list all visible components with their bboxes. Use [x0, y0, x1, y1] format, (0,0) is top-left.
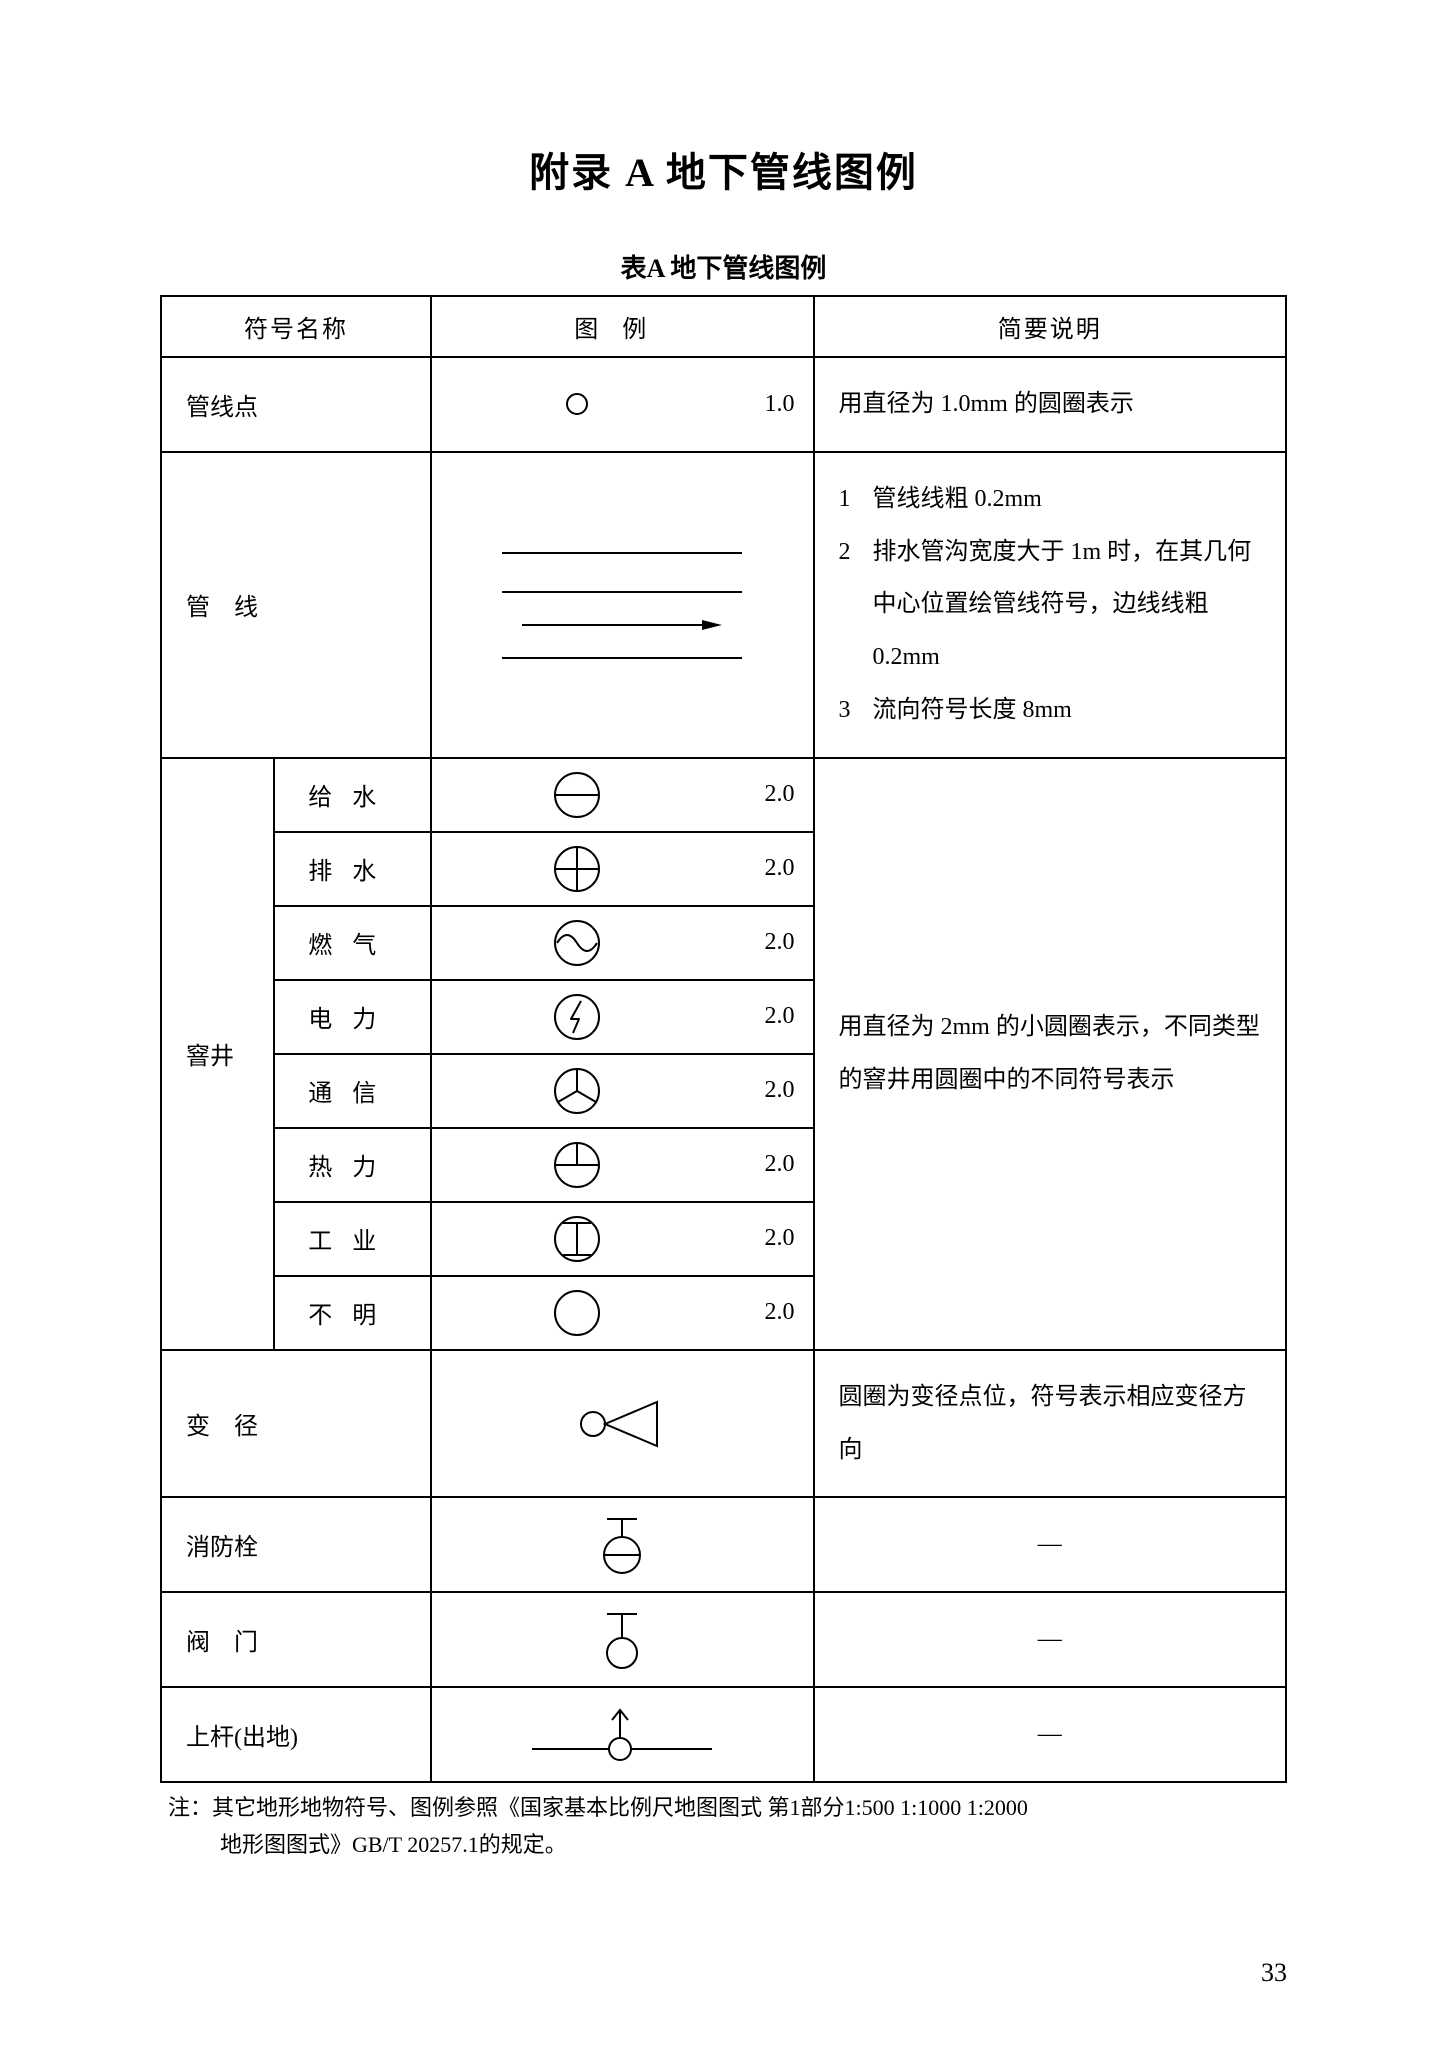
row-name: 上杆(出地)	[161, 1687, 431, 1782]
dimension-label: 2.0	[765, 855, 795, 882]
dimension-label: 1.0	[765, 391, 795, 418]
industry-icon	[553, 1215, 601, 1263]
row-name: 管线	[161, 452, 431, 758]
circle-icon	[565, 392, 589, 416]
subtype-name: 燃气	[274, 906, 432, 980]
subtype-name: 工业	[274, 1202, 432, 1276]
dimension-label: 2.0	[765, 1077, 795, 1104]
legend-table: 符号名称 图例 简要说明 管线点 1.0 用直径为 1.0mm 的圆圈表示 管线	[160, 295, 1287, 1783]
reducer-icon	[577, 1396, 667, 1452]
heat-icon	[553, 1141, 601, 1189]
row-desc: 1管线线粗 0.2mm 2排水管沟宽度大于 1m 时，在其几何中心位置绘管线符号…	[814, 452, 1287, 758]
header-name: 符号名称	[161, 296, 431, 357]
row-symbol	[431, 1592, 814, 1687]
list-num: 1	[839, 473, 873, 526]
footnote-line2: 地形图图式》GB/T 20257.1的规定。	[168, 1826, 1287, 1863]
footnote: 注：其它地形地物符号、图例参照《国家基本比例尺地图图式 第1部分1:500 1:…	[160, 1789, 1287, 1864]
list-text: 排水管沟宽度大于 1m 时，在其几何中心位置绘管线符号，边线线粗 0.2mm	[873, 526, 1262, 684]
dimension-label: 2.0	[765, 1003, 795, 1030]
row-desc: —	[814, 1497, 1287, 1592]
subtype-name: 不明	[274, 1276, 432, 1350]
row-symbol: 2.0	[431, 1202, 814, 1276]
row-desc: 用直径为 2mm 的小圆圈表示，不同类型的窨井用圆圈中的不同符号表示	[814, 758, 1287, 1350]
subtype-name: 排水	[274, 832, 432, 906]
subtype-name: 通信	[274, 1054, 432, 1128]
row-name: 窨井	[161, 758, 274, 1350]
list-num: 3	[839, 684, 873, 737]
table-title: 表A 地下管线图例	[160, 248, 1287, 285]
row-symbol	[431, 1350, 814, 1498]
dimension-label: 2.0	[765, 1151, 795, 1178]
unknown-icon	[553, 1289, 601, 1337]
dimension-label: 2.0	[765, 1299, 795, 1326]
table-row: 变径 圆圈为变径点位，符号表示相应变径方向	[161, 1350, 1286, 1498]
double-line-icon	[502, 590, 742, 660]
row-name: 管线点	[161, 357, 431, 452]
row-symbol: 2.0	[431, 1276, 814, 1350]
dimension-label: 2.0	[765, 929, 795, 956]
list-num: 2	[839, 526, 873, 684]
table-row: 管线点 1.0 用直径为 1.0mm 的圆圈表示	[161, 357, 1286, 452]
header-symbol: 图例	[431, 296, 814, 357]
row-desc: 用直径为 1.0mm 的圆圈表示	[814, 357, 1287, 452]
footnote-line1: 注：其它地形地物符号、图例参照《国家基本比例尺地图图式 第1部分1:500 1:…	[168, 1795, 1028, 1820]
row-symbol: 2.0	[431, 832, 814, 906]
row-symbol: 2.0	[431, 1128, 814, 1202]
row-symbol: 2.0	[431, 906, 814, 980]
row-name: 阀门	[161, 1592, 431, 1687]
header-desc: 简要说明	[814, 296, 1287, 357]
hydrant-icon	[597, 1515, 647, 1575]
power-icon	[553, 993, 601, 1041]
row-symbol	[431, 1497, 814, 1592]
telecom-icon	[553, 1067, 601, 1115]
drainage-icon	[553, 845, 601, 893]
subtype-name: 给水	[274, 758, 432, 832]
table-row: 上杆(出地) —	[161, 1687, 1286, 1782]
row-desc: —	[814, 1687, 1287, 1782]
line-icon	[502, 550, 742, 556]
row-symbol: 2.0	[431, 758, 814, 832]
gas-icon	[553, 919, 601, 967]
valve-icon	[597, 1610, 647, 1670]
table-row: 管线 1管线线粗 0.2mm 2排水管沟宽度大于 1m 时，在其几何中心位置绘管…	[161, 452, 1286, 758]
row-symbol	[431, 1687, 814, 1782]
row-name: 消防栓	[161, 1497, 431, 1592]
subtype-name: 热力	[274, 1128, 432, 1202]
row-name: 变径	[161, 1350, 431, 1498]
row-symbol: 2.0	[431, 1054, 814, 1128]
table-header-row: 符号名称 图例 简要说明	[161, 296, 1286, 357]
row-symbol	[431, 452, 814, 758]
row-symbol: 2.0	[431, 980, 814, 1054]
table-row: 窨井 给水 2.0 用直径为 2mm 的小圆圈表示，不同类型的窨井用圆圈中的不同…	[161, 758, 1286, 832]
table-row: 消防栓 —	[161, 1497, 1286, 1592]
water-supply-icon	[553, 771, 601, 819]
dimension-label: 2.0	[765, 1225, 795, 1252]
list-text: 管线线粗 0.2mm	[873, 473, 1262, 526]
riser-icon	[522, 1704, 722, 1764]
row-symbol: 1.0	[431, 357, 814, 452]
dimension-label: 2.0	[765, 781, 795, 808]
row-desc: 圆圈为变径点位，符号表示相应变径方向	[814, 1350, 1287, 1498]
list-text: 流向符号长度 8mm	[873, 684, 1262, 737]
table-row: 阀门 —	[161, 1592, 1286, 1687]
row-desc: —	[814, 1592, 1287, 1687]
subtype-name: 电力	[274, 980, 432, 1054]
page-title: 附录 A 地下管线图例	[160, 140, 1287, 198]
page-number: 33	[1261, 1958, 1287, 1988]
